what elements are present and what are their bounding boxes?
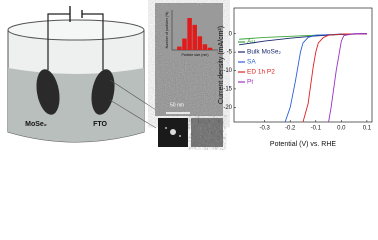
y-axis-label: Current density (mA/cm²) bbox=[218, 26, 225, 104]
x-axis-label: Potential (V) vs. RHE bbox=[270, 141, 336, 148]
fft-spot bbox=[170, 129, 176, 135]
electrode-label: FTO bbox=[93, 121, 107, 128]
series-line bbox=[284, 33, 367, 123]
cell-diagram: MoSe₂ FTO bbox=[7, 6, 157, 143]
x-tick-label: -0.2 bbox=[285, 126, 296, 132]
electrode bbox=[36, 69, 60, 115]
wire bbox=[47, 13, 104, 70]
series-line bbox=[302, 33, 367, 123]
legend-label: Au bbox=[247, 39, 255, 46]
y-tick-label: -15 bbox=[223, 86, 232, 92]
x-tick-label: 0.1 bbox=[363, 126, 372, 132]
legend-label: ED 1h P2 bbox=[247, 69, 275, 76]
histogram-bar bbox=[202, 44, 208, 50]
legend-label: Bulk MoSe₂ bbox=[247, 49, 281, 56]
series-line bbox=[328, 33, 367, 123]
electrolyte bbox=[8, 68, 144, 142]
beaker-rim bbox=[7, 19, 145, 41]
y-tick-label: -5 bbox=[227, 50, 233, 56]
histogram-bar bbox=[192, 24, 197, 50]
figure: MoSe₂ FTO 50 nm Particle size (nm) Number… bbox=[7, 3, 373, 148]
scale-label: 50 nm bbox=[170, 102, 184, 108]
x-axis-label: Particle size (nm) bbox=[181, 53, 208, 57]
fft-spot bbox=[179, 135, 181, 137]
histogram-bar bbox=[177, 46, 182, 50]
x-tick-label: -0.1 bbox=[311, 126, 322, 132]
electrode bbox=[91, 69, 115, 115]
histogram-bar bbox=[187, 18, 192, 50]
x-tick-label: -0.3 bbox=[259, 126, 270, 132]
y-tick-label: 0 bbox=[229, 31, 233, 37]
fft-spot bbox=[165, 127, 167, 129]
y-axis-label: Number of particles (%) bbox=[165, 12, 169, 49]
y-tick-label: -20 bbox=[223, 105, 232, 111]
lattice-texture bbox=[191, 118, 223, 147]
histogram-bar bbox=[207, 47, 213, 50]
legend-label: Pt bbox=[247, 79, 253, 86]
histogram-inset bbox=[163, 5, 221, 60]
zoom-line bbox=[109, 79, 157, 129]
y-tick-label: -10 bbox=[223, 68, 232, 74]
histogram-bar bbox=[182, 38, 187, 50]
legend-label: SA bbox=[247, 59, 256, 66]
x-tick-label: 0.0 bbox=[337, 126, 346, 132]
electrode-label: MoSe₂ bbox=[25, 121, 47, 128]
histogram-bar bbox=[197, 36, 203, 50]
